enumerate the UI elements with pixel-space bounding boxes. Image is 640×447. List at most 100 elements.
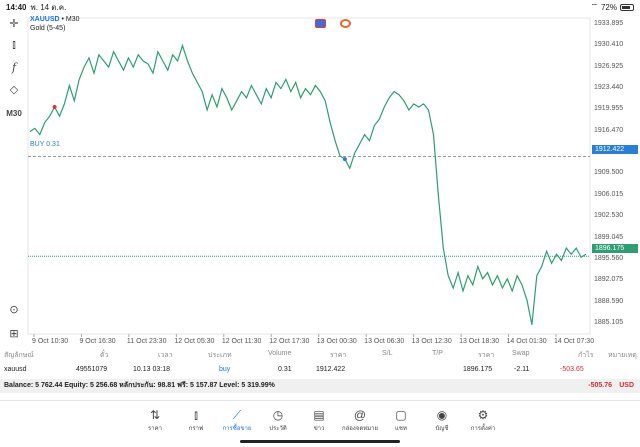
col-price: ราคา xyxy=(478,352,495,359)
one-click-trading-icon[interactable] xyxy=(340,19,351,28)
col-profit: กำไร xyxy=(578,352,594,359)
nav-mailbox[interactable]: @ กล่องจดหมาย xyxy=(335,407,385,433)
zoom-icon[interactable]: ⊙ xyxy=(9,303,19,316)
bottom-nav: ⇅ ราคา ⫾ กราฟ ⟋ การซื้อขาย ◷ ประวัติ ▤ ข่าว @… xyxy=(0,400,640,447)
x-tick-label: 12 Oct 17:30 xyxy=(269,338,310,345)
position-symbol: xauusd xyxy=(4,366,27,373)
nav-account[interactable]: ◉ บัญชี xyxy=(417,407,467,433)
price-chart[interactable] xyxy=(0,14,640,350)
entry-marker xyxy=(52,104,57,109)
nav-chat[interactable]: ▢ แชท xyxy=(376,407,426,433)
objects-icon[interactable]: ◇ xyxy=(9,83,19,96)
position-swap: -2.11 xyxy=(514,366,530,373)
nav-chart[interactable]: ⫾ กราฟ xyxy=(171,407,221,433)
balance-row: Balance: 5 762.44 Equity: 5 256.68 หลักป… xyxy=(0,379,640,393)
clock: 14:40 xyxy=(6,2,27,12)
col-time: เวลา xyxy=(158,352,173,359)
y-tick-label: 1909.500 xyxy=(594,169,624,177)
battery-icon xyxy=(620,3,634,11)
position-row[interactable]: xauusd 49551079 10.13 03:18 buy 0.31 191… xyxy=(0,366,640,378)
x-tick-label: 13 Oct 06:30 xyxy=(364,338,405,345)
y-tick-label: 1916.470 xyxy=(594,126,624,134)
x-tick-label: 13 Oct 00:30 xyxy=(316,338,357,345)
history-icon: ◷ xyxy=(272,408,284,422)
col-symbol: สัญลักษณ์ xyxy=(4,352,34,359)
chat-icon: ▢ xyxy=(395,408,407,422)
home-indicator xyxy=(240,440,400,443)
plot-frame xyxy=(27,17,591,335)
y-tick-label: 1919.955 xyxy=(594,105,624,113)
y-tick-label: 1933.895 xyxy=(594,19,624,27)
total-profit: -505.76 xyxy=(588,382,612,389)
col-type: ประเภท xyxy=(208,352,232,359)
x-tick-label: 12 Oct 05:30 xyxy=(174,338,215,345)
balance-summary: Balance: 5 762.44 Equity: 5 256.68 หลักป… xyxy=(4,382,275,389)
y-tick-label: 1923.440 xyxy=(594,83,624,91)
x-tick-label: 12 Oct 11:30 xyxy=(221,338,262,345)
position-profit: -503.65 xyxy=(560,366,584,373)
y-tick-label: 1885.105 xyxy=(594,319,624,327)
battery-percent: 72% xyxy=(600,2,617,12)
x-tick-label: 9 Oct 10:30 xyxy=(32,338,69,345)
chart-subtitle: Gold (5-45) xyxy=(30,25,66,32)
col-comment: หมายเหตุ xyxy=(608,352,637,359)
x-tick-label: 14 Oct 01:30 xyxy=(506,338,547,345)
col-sl: S/L xyxy=(382,350,393,357)
timeframe-button[interactable]: M30 xyxy=(6,108,22,118)
chart-toolbar: ✛ ⫾ f ◇ M30 ⊙ ⊞ xyxy=(0,14,28,344)
currency: USD xyxy=(619,382,634,389)
mailbox-icon: @ xyxy=(353,408,367,422)
x-tick-label: 13 Oct 18:30 xyxy=(459,338,500,345)
y-tick-label: 1930.410 xyxy=(594,41,624,49)
account-icon: ◉ xyxy=(436,408,448,422)
y-tick-label: 1906.015 xyxy=(594,190,624,198)
chart-area[interactable]: XAUUSD • M30 Gold (5-45) 1933.895 1930.41… xyxy=(0,14,640,350)
position-volume: 0.31 xyxy=(278,366,292,373)
news-icon: ▤ xyxy=(313,408,325,422)
crosshair-icon[interactable]: ✛ xyxy=(9,17,19,30)
y-tick-label: 1895.560 xyxy=(594,255,624,262)
y-tick-label: 1902.530 xyxy=(594,212,624,220)
nav-history[interactable]: ◷ ประวัติ xyxy=(253,407,303,433)
trade-icon: ⟋ xyxy=(232,408,242,422)
position-open-price: 1912.422 xyxy=(316,366,346,373)
position-type: buy xyxy=(219,366,231,373)
positions-header: สัญลักษณ์ ตั๋ว เวลา ประเภท Volume ราคา S… xyxy=(0,350,640,362)
chart-timeframe: • M30 xyxy=(61,16,80,23)
date: พ. 14 ต.ค. xyxy=(30,2,67,12)
buy-line-label: BUY 0.31 xyxy=(30,141,60,148)
position-time: 10.13 03:18 xyxy=(133,366,170,373)
y-tick-label: 1888.590 xyxy=(594,297,624,305)
new-order-icon[interactable]: ⊞ xyxy=(9,327,19,340)
bid-price-tag: 1896.175 xyxy=(592,244,638,253)
status-right: ⌔ 72% xyxy=(590,2,634,12)
wifi-icon: ⌔ xyxy=(590,2,598,11)
quotes-icon: ⇅ xyxy=(149,408,161,422)
col-tp: T/P xyxy=(432,350,443,357)
chart-icon: ⫾ xyxy=(194,408,198,422)
flag-icon[interactable] xyxy=(315,19,326,28)
nav-trade[interactable]: ⟋ การซื้อขาย xyxy=(212,407,262,433)
nav-quotes[interactable]: ⇅ ราคา xyxy=(130,407,180,433)
y-tick-label: 1899.045 xyxy=(594,233,624,241)
buy-price-tag: 1912.422 xyxy=(592,145,638,154)
x-tick-label: 11 Oct 23:30 xyxy=(126,338,167,345)
position-ticket: 49551079 xyxy=(76,366,108,373)
col-volume: Volume xyxy=(268,350,292,357)
y-tick-label: 1926.925 xyxy=(594,62,624,70)
col-ticket: ตั๋ว xyxy=(100,352,109,359)
candlestick-icon[interactable]: ⫾ xyxy=(12,38,16,51)
col-swap: Swap xyxy=(512,350,530,357)
settings-icon: ⚙ xyxy=(477,408,489,422)
price-series-line xyxy=(29,43,587,325)
indicator-icon[interactable]: f xyxy=(11,60,17,74)
chart-header: XAUUSD • M30 Gold (5-45) xyxy=(30,15,80,33)
x-tick-label: 13 Oct 12:30 xyxy=(411,338,452,345)
y-tick-label: 1892.075 xyxy=(594,276,624,284)
buy-marker xyxy=(342,157,347,162)
chart-symbol: XAUUSD xyxy=(30,16,60,23)
nav-settings[interactable]: ⚙ การตั้งค่า xyxy=(458,407,508,433)
status-bar: 14:40 พ. 14 ต.ค. ⌔ 72% xyxy=(0,0,640,14)
position-price: 1896.175 xyxy=(463,366,493,373)
nav-news[interactable]: ▤ ข่าว xyxy=(294,407,344,433)
